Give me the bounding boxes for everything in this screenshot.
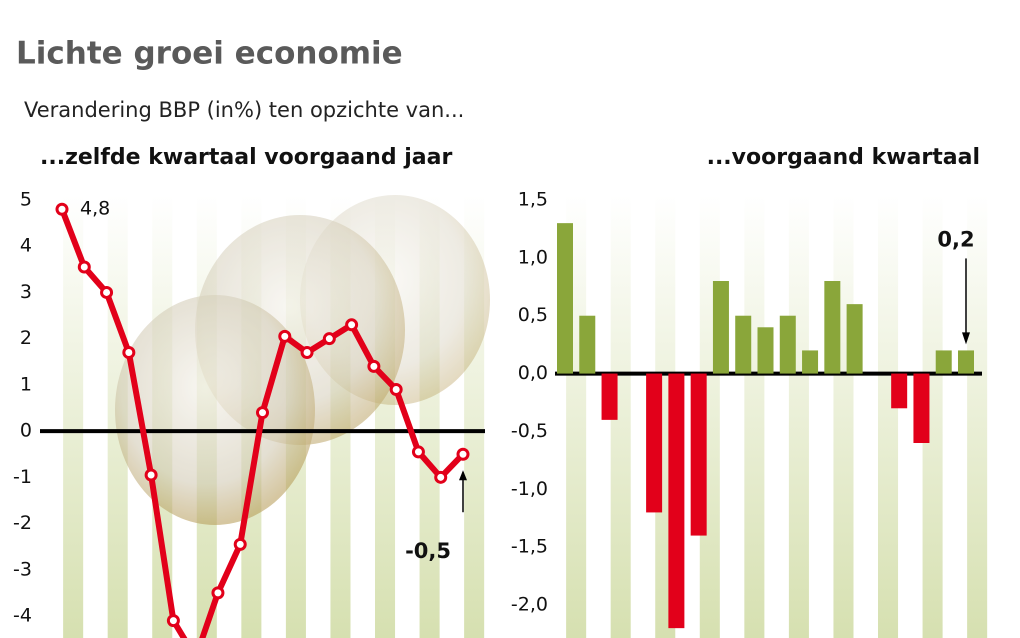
value-label: 0,2 xyxy=(937,227,974,251)
point xyxy=(122,346,136,360)
y-tick-label: 1,0 xyxy=(518,246,548,268)
point xyxy=(144,468,158,482)
stripe xyxy=(744,195,765,638)
y-tick-label: -2,0 xyxy=(511,594,548,616)
bar xyxy=(735,315,752,374)
y-tick-label: 3 xyxy=(20,281,32,303)
bar xyxy=(891,373,908,409)
point xyxy=(55,202,69,216)
point xyxy=(100,285,114,299)
bar xyxy=(824,281,841,374)
y-tick-label: -0,5 xyxy=(511,420,548,442)
y-tick-label: 0,5 xyxy=(518,304,548,326)
point xyxy=(300,346,314,360)
plot xyxy=(55,202,470,638)
value-label: 4,8 xyxy=(80,198,110,220)
plots: 5 4 3 2 1 0 -1 -2 -3 -4 4,8 -0,5 1,5 1,0 0,5 0,0 -0,5 -1,… xyxy=(13,189,982,638)
bar xyxy=(579,315,596,374)
stripe xyxy=(788,195,809,638)
y-tick-label: 0 xyxy=(20,420,32,442)
chart-title: ...zelfde kwartaal voorgaand jaar xyxy=(40,145,452,170)
bar xyxy=(846,304,863,374)
y-tick-label: 5 xyxy=(20,189,32,211)
point xyxy=(456,447,470,461)
y-tick-label: 2 xyxy=(20,327,32,349)
title: Lichte groei economie xyxy=(16,36,403,72)
stripe xyxy=(922,195,943,638)
stripe xyxy=(967,195,988,638)
point xyxy=(322,332,336,346)
bar xyxy=(935,350,952,374)
bar xyxy=(668,373,685,629)
stripe xyxy=(610,195,631,638)
coins xyxy=(115,195,490,525)
point xyxy=(211,586,225,600)
y-tick-label: -1 xyxy=(13,466,32,488)
y-tick-label: -1,5 xyxy=(511,536,548,558)
arrow-head xyxy=(962,332,970,345)
y-tick-label: -2 xyxy=(13,512,32,534)
stripe xyxy=(63,195,84,638)
point xyxy=(434,470,448,484)
y-tick-label: 0,0 xyxy=(518,362,548,384)
point xyxy=(278,329,292,343)
bar xyxy=(913,373,930,443)
y-tick-label: -4 xyxy=(13,605,32,627)
y-tick-label: 4 xyxy=(20,235,32,257)
y-tick-label: 1 xyxy=(20,373,32,395)
bar xyxy=(712,281,729,374)
bar xyxy=(779,315,796,374)
plot xyxy=(557,223,974,629)
point xyxy=(345,318,359,332)
bar xyxy=(646,373,663,513)
point xyxy=(166,614,180,628)
stripe xyxy=(833,195,854,638)
point xyxy=(77,260,91,274)
point xyxy=(233,537,247,551)
bar xyxy=(557,223,573,374)
point xyxy=(367,359,381,373)
point xyxy=(411,445,425,459)
subtitle: Verandering BBP (in%) ten opzichte van..… xyxy=(24,98,464,122)
chart-title: ...voorgaand kwartaal xyxy=(707,145,980,170)
value-label: -0,5 xyxy=(405,539,451,563)
bar xyxy=(690,373,707,536)
y-tick-label: -3 xyxy=(13,558,32,580)
bar xyxy=(958,350,974,374)
point xyxy=(389,383,403,397)
y-tick-label: 1,5 xyxy=(518,189,548,211)
bar xyxy=(802,350,819,374)
y-tick-label: -1,0 xyxy=(511,478,548,500)
bar xyxy=(757,327,774,374)
bar xyxy=(601,373,618,420)
point xyxy=(256,406,269,420)
stripe xyxy=(878,195,899,638)
arrow-head xyxy=(459,470,467,481)
